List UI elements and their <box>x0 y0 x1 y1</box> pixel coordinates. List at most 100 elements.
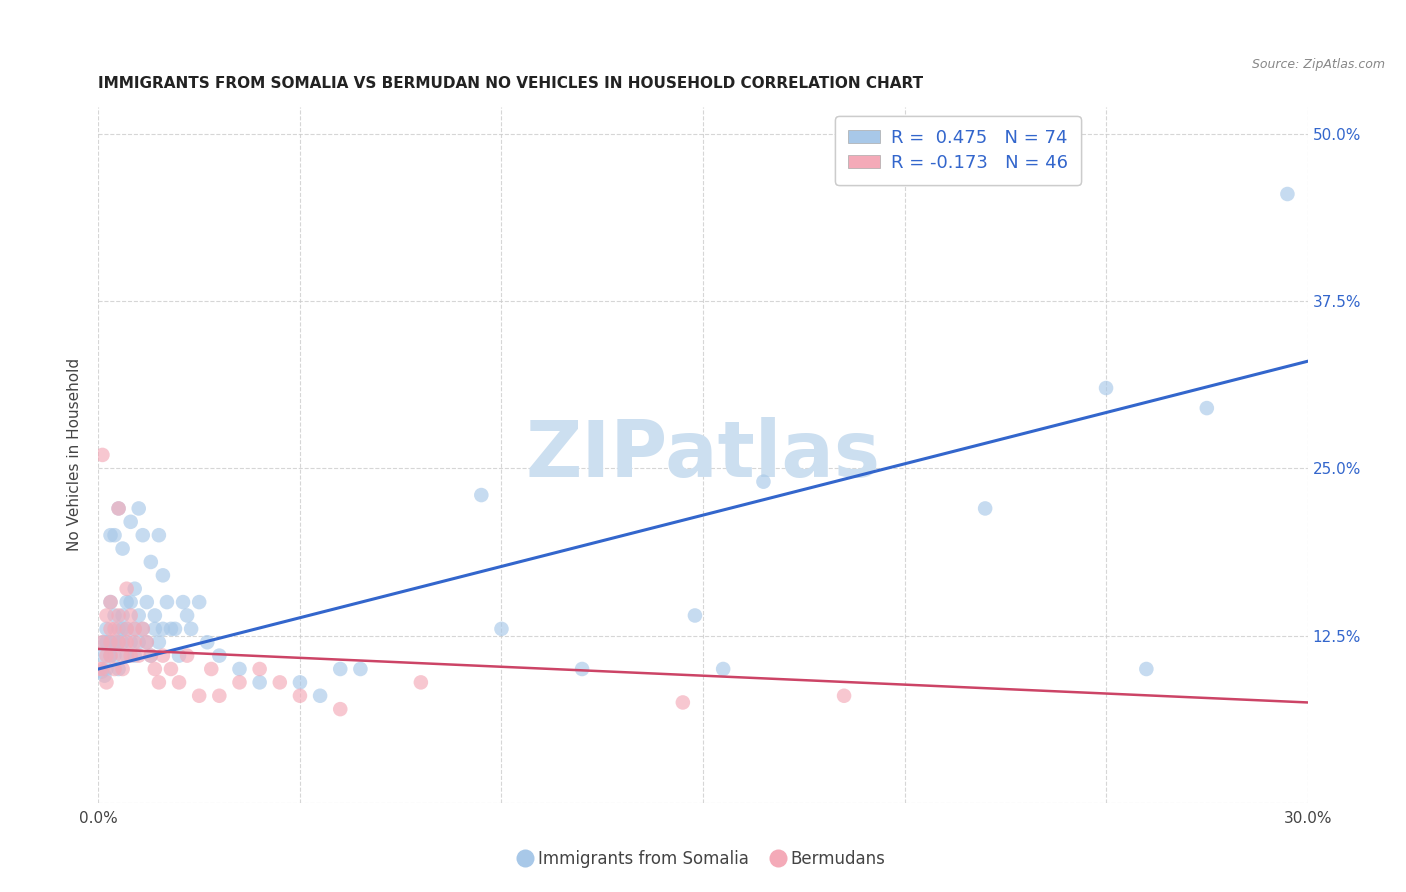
Point <box>143 608 166 623</box>
Point <box>711 662 734 676</box>
Legend: Immigrants from Somalia, Bermudans: Immigrants from Somalia, Bermudans <box>515 844 891 875</box>
Point <box>100 595 122 609</box>
Point <box>152 568 174 582</box>
Text: Source: ZipAtlas.com: Source: ZipAtlas.com <box>1251 58 1385 71</box>
Point <box>135 595 157 609</box>
Point <box>100 528 122 542</box>
Point <box>128 608 150 623</box>
Point <box>974 501 997 516</box>
Point <box>124 635 146 649</box>
Point <box>288 689 311 703</box>
Point <box>107 635 129 649</box>
Point <box>132 528 155 542</box>
Point <box>128 635 150 649</box>
Point <box>1095 381 1118 395</box>
Point <box>96 635 118 649</box>
Point <box>96 622 118 636</box>
Point <box>172 595 194 609</box>
Point <box>571 662 593 676</box>
Point <box>107 501 129 516</box>
Point <box>269 675 291 690</box>
Point <box>143 662 166 676</box>
Point <box>120 635 142 649</box>
Point <box>107 622 129 636</box>
Point <box>1195 401 1218 416</box>
Point <box>93 669 115 683</box>
Point <box>409 675 432 690</box>
Point <box>103 622 125 636</box>
Point <box>96 608 118 623</box>
Text: ZIPatlas: ZIPatlas <box>526 417 880 493</box>
Point <box>100 648 122 663</box>
Point <box>91 635 114 649</box>
Point <box>115 635 138 649</box>
Point <box>90 665 112 679</box>
Point <box>91 648 114 663</box>
Point <box>156 595 179 609</box>
Point <box>1277 187 1299 202</box>
Point <box>132 622 155 636</box>
Point <box>228 662 250 676</box>
Point <box>152 622 174 636</box>
Point <box>208 689 231 703</box>
Point <box>96 662 118 676</box>
Point <box>103 608 125 623</box>
Point <box>111 541 134 556</box>
Point <box>200 662 222 676</box>
Point <box>103 635 125 649</box>
Point <box>167 675 190 690</box>
Point <box>329 702 352 716</box>
Point <box>148 635 170 649</box>
Point <box>148 675 170 690</box>
Point <box>115 582 138 596</box>
Point <box>228 675 250 690</box>
Point <box>100 635 122 649</box>
Point <box>470 488 492 502</box>
Legend: R =  0.475   N = 74, R = -0.173   N = 46: R = 0.475 N = 74, R = -0.173 N = 46 <box>835 116 1081 185</box>
Y-axis label: No Vehicles in Household: No Vehicles in Household <box>67 359 83 551</box>
Point <box>139 648 162 663</box>
Point <box>132 622 155 636</box>
Point <box>135 635 157 649</box>
Point <box>120 595 142 609</box>
Point <box>124 622 146 636</box>
Point <box>188 689 211 703</box>
Point <box>89 662 111 676</box>
Point <box>1135 662 1157 676</box>
Point <box>167 648 190 663</box>
Point <box>115 622 138 636</box>
Point <box>148 528 170 542</box>
Point <box>115 648 138 663</box>
Point <box>111 648 134 663</box>
Point <box>107 635 129 649</box>
Point <box>103 662 125 676</box>
Point <box>139 648 162 663</box>
Point <box>249 675 271 690</box>
Point <box>752 475 775 489</box>
Point <box>491 622 513 636</box>
Point <box>91 448 114 462</box>
Point <box>349 662 371 676</box>
Point <box>152 648 174 663</box>
Point <box>124 622 146 636</box>
Point <box>96 675 118 690</box>
Point <box>91 662 114 676</box>
Point <box>160 622 183 636</box>
Point <box>111 635 134 649</box>
Point <box>107 501 129 516</box>
Point <box>100 635 122 649</box>
Point <box>188 595 211 609</box>
Point <box>107 662 129 676</box>
Point <box>208 648 231 663</box>
Point <box>124 648 146 663</box>
Point <box>96 648 118 663</box>
Point <box>115 595 138 609</box>
Point <box>832 689 855 703</box>
Point <box>143 622 166 636</box>
Point <box>100 648 122 663</box>
Point <box>309 689 332 703</box>
Point <box>128 648 150 663</box>
Point <box>100 622 122 636</box>
Point <box>124 582 146 596</box>
Point <box>107 608 129 623</box>
